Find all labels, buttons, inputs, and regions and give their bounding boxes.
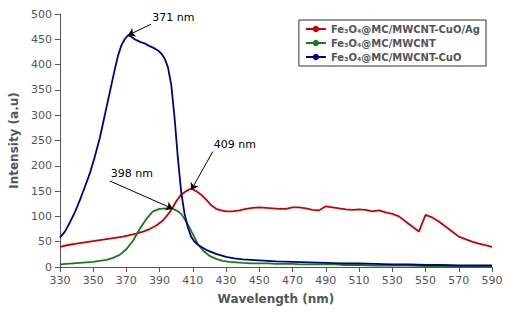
svg-text:Fe₃O₄@MC/MWCNT-CuO: Fe₃O₄@MC/MWCNT-CuO (331, 52, 462, 63)
svg-text:50: 50 (38, 235, 52, 248)
svg-text:350: 350 (31, 83, 52, 96)
svg-text:370: 370 (116, 274, 137, 287)
svg-text:330: 330 (49, 274, 70, 287)
svg-text:390: 390 (149, 274, 170, 287)
svg-text:530: 530 (382, 274, 403, 287)
svg-text:570: 570 (448, 274, 469, 287)
svg-text:500: 500 (31, 8, 52, 21)
svg-text:490: 490 (315, 274, 336, 287)
svg-text:100: 100 (31, 210, 52, 223)
svg-text:450: 450 (31, 33, 52, 46)
svg-text:300: 300 (31, 109, 52, 122)
svg-text:430: 430 (216, 274, 237, 287)
svg-text:371 nm: 371 nm (152, 11, 194, 24)
svg-text:409 nm: 409 nm (214, 138, 256, 151)
svg-text:550: 550 (415, 274, 436, 287)
svg-text:470: 470 (282, 274, 303, 287)
svg-text:Fe₃O₄@MC/MWCNT-CuO/Ag: Fe₃O₄@MC/MWCNT-CuO/Ag (331, 24, 480, 35)
svg-text:150: 150 (31, 185, 52, 198)
svg-text:398 nm: 398 nm (111, 167, 153, 180)
svg-text:250: 250 (31, 134, 52, 147)
svg-text:400: 400 (31, 58, 52, 71)
svg-text:410: 410 (182, 274, 203, 287)
svg-text:Intensity (a.u): Intensity (a.u) (7, 92, 21, 189)
svg-text:510: 510 (349, 274, 370, 287)
svg-text:Wavelength (nm): Wavelength (nm) (218, 292, 335, 306)
svg-text:450: 450 (249, 274, 270, 287)
svg-text:590: 590 (482, 274, 503, 287)
svg-text:200: 200 (31, 159, 52, 172)
svg-text:0: 0 (45, 261, 52, 274)
svg-text:350: 350 (83, 274, 104, 287)
svg-text:Fe₃O₄@MC/MWCNT: Fe₃O₄@MC/MWCNT (331, 38, 436, 49)
